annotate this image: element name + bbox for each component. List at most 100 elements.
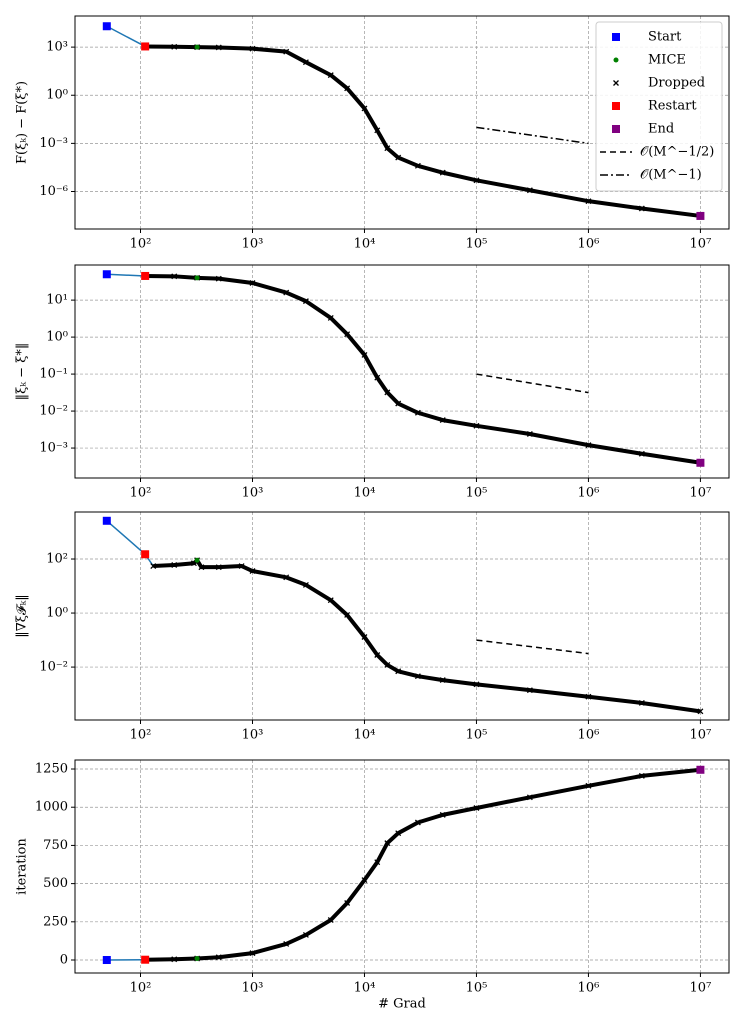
x-tick-label: 10⁵ bbox=[466, 728, 488, 743]
legend-label: 𝒪(M^−1) bbox=[640, 168, 702, 183]
x-marker bbox=[414, 409, 421, 416]
legend-label: 𝒪(M^−1/2) bbox=[640, 145, 714, 160]
y-tick-label: 10⁰ bbox=[46, 88, 68, 103]
x-marker bbox=[395, 154, 402, 161]
x-marker bbox=[171, 562, 178, 568]
square-marker bbox=[612, 102, 620, 110]
x-marker bbox=[302, 931, 309, 938]
x-marker bbox=[344, 85, 351, 92]
axes-frame bbox=[74, 511, 730, 721]
axes-frame bbox=[74, 759, 730, 974]
y-tick-label: 1250 bbox=[35, 762, 68, 777]
x-marker bbox=[384, 661, 391, 668]
x-marker bbox=[344, 611, 351, 618]
x-marker bbox=[249, 568, 256, 574]
series-line bbox=[145, 273, 701, 465]
square-marker bbox=[696, 458, 705, 467]
square-marker bbox=[612, 33, 620, 41]
y-tick-label: 10³ bbox=[46, 40, 68, 55]
dot-marker bbox=[194, 557, 200, 563]
x-marker bbox=[526, 794, 533, 801]
x-marker bbox=[344, 331, 351, 338]
x-tick-label: 10⁴ bbox=[354, 237, 376, 252]
x-tick-label: 10⁶ bbox=[578, 486, 600, 501]
x-marker bbox=[439, 811, 446, 818]
x-marker bbox=[414, 162, 421, 169]
y-tick-label: 10⁰ bbox=[46, 606, 68, 621]
x-tick-label: 10³ bbox=[242, 486, 264, 501]
x-marker bbox=[361, 877, 368, 884]
series-line bbox=[476, 126, 589, 145]
x-marker bbox=[361, 351, 368, 358]
x-marker bbox=[249, 950, 256, 957]
dot-marker bbox=[194, 275, 200, 281]
x-marker bbox=[439, 417, 446, 424]
x-marker bbox=[395, 400, 402, 407]
square-marker bbox=[141, 271, 150, 280]
x-marker bbox=[215, 564, 222, 571]
series-line bbox=[106, 273, 701, 464]
x-marker bbox=[374, 652, 381, 658]
y-axis-label: iteration bbox=[15, 838, 30, 895]
square-marker bbox=[696, 765, 705, 774]
x-marker bbox=[283, 941, 290, 947]
series-line bbox=[106, 769, 701, 961]
x-marker bbox=[585, 198, 592, 205]
x-tick-label: 10³ bbox=[242, 981, 264, 996]
x-tick-label: 10⁷ bbox=[690, 237, 712, 252]
x-tick-label: 10⁷ bbox=[690, 486, 712, 501]
x-marker bbox=[473, 422, 480, 429]
x-marker bbox=[638, 700, 645, 706]
x-marker bbox=[526, 431, 533, 437]
square-marker bbox=[141, 42, 150, 51]
x-marker bbox=[374, 374, 381, 381]
x-marker bbox=[585, 442, 592, 449]
series-line bbox=[153, 558, 701, 714]
x-marker bbox=[361, 634, 368, 640]
x-marker bbox=[473, 805, 480, 811]
x-marker bbox=[414, 819, 421, 826]
x-marker bbox=[171, 273, 178, 280]
dot-marker bbox=[194, 44, 200, 50]
square-marker bbox=[141, 550, 150, 559]
square-marker bbox=[102, 516, 111, 525]
x-marker bbox=[697, 708, 704, 715]
series-line bbox=[145, 44, 701, 218]
x-marker bbox=[344, 900, 351, 906]
x-marker bbox=[150, 563, 157, 569]
x-tick-label: 10⁷ bbox=[690, 728, 712, 743]
x-marker bbox=[638, 205, 645, 212]
x-tick-label: 10⁴ bbox=[354, 486, 376, 501]
dot-marker bbox=[613, 57, 619, 63]
series-line bbox=[476, 639, 589, 655]
plot-area bbox=[102, 765, 705, 965]
x-marker bbox=[283, 48, 290, 55]
y-tick-label: 250 bbox=[43, 914, 68, 929]
x-marker bbox=[249, 280, 256, 286]
x-tick-label: 10² bbox=[130, 728, 152, 743]
square-marker bbox=[102, 270, 111, 279]
x-tick-label: 10⁵ bbox=[466, 237, 488, 252]
x-marker bbox=[215, 954, 222, 961]
x-tick-label: 10³ bbox=[242, 728, 264, 743]
x-tick-label: 10⁵ bbox=[466, 486, 488, 501]
x-marker bbox=[302, 298, 309, 305]
plot-area bbox=[102, 22, 705, 220]
legend-label: MICE bbox=[648, 53, 686, 68]
series-line bbox=[145, 767, 701, 962]
series-line bbox=[106, 520, 701, 713]
y-tick-label: 10⁻³ bbox=[39, 441, 68, 456]
y-tick-label: 750 bbox=[43, 838, 68, 853]
legend-label: Restart bbox=[648, 99, 697, 114]
axes-frame bbox=[74, 15, 730, 230]
x-tick-label: 10⁶ bbox=[578, 981, 600, 996]
plot-area bbox=[102, 270, 705, 467]
x-marker bbox=[238, 563, 245, 569]
x-tick-label: 10⁴ bbox=[354, 981, 376, 996]
square-marker bbox=[102, 956, 111, 965]
x-tick-label: 10⁴ bbox=[354, 728, 376, 743]
x-tick-label: 10² bbox=[130, 981, 152, 996]
legend-label: Start bbox=[648, 30, 682, 45]
square-marker bbox=[612, 125, 620, 133]
